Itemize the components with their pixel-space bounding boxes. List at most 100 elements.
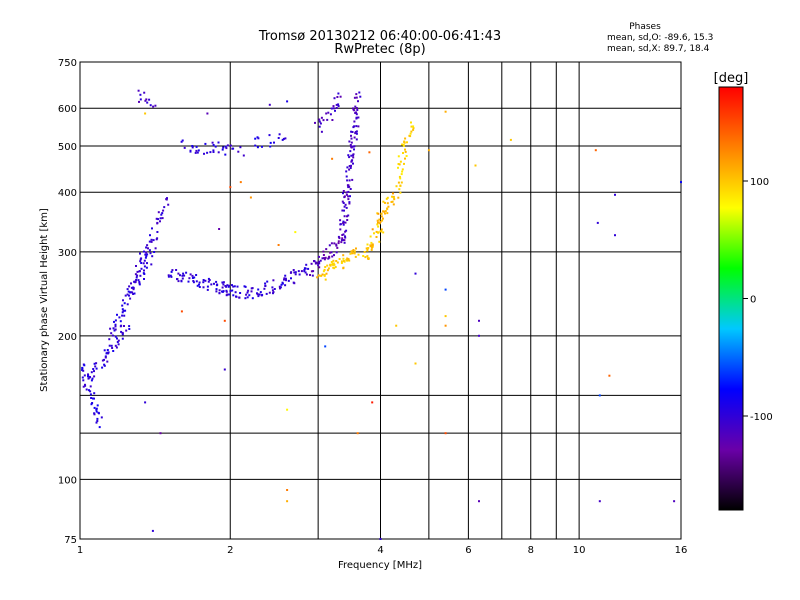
data-point <box>191 274 194 277</box>
data-point <box>357 125 360 128</box>
data-point <box>331 255 334 258</box>
data-point <box>215 280 218 283</box>
data-point <box>83 364 86 367</box>
data-point <box>121 304 124 307</box>
data-point <box>346 184 349 187</box>
data-point <box>343 241 346 244</box>
data-point <box>128 328 131 330</box>
data-point <box>310 262 313 265</box>
data-point <box>103 358 105 361</box>
data-point <box>382 210 385 213</box>
data-point <box>242 154 245 157</box>
data-point <box>120 330 123 333</box>
data-point <box>351 145 354 148</box>
data-point <box>344 230 347 233</box>
data-point <box>189 273 192 276</box>
data-point <box>152 239 155 242</box>
data-point <box>348 168 351 171</box>
data-point <box>273 288 276 290</box>
data-point <box>594 149 597 152</box>
data-point <box>224 145 227 148</box>
data-point <box>137 279 140 282</box>
data-point <box>355 130 358 133</box>
data-point <box>138 282 141 285</box>
data-point <box>144 112 147 115</box>
data-point <box>608 374 611 377</box>
data-point <box>402 152 404 154</box>
data-point <box>236 285 239 288</box>
data-point <box>380 230 383 233</box>
data-point <box>249 196 252 199</box>
data-point <box>323 273 326 276</box>
data-point <box>92 397 94 400</box>
data-point <box>167 275 170 278</box>
data-point <box>140 257 143 260</box>
data-point <box>91 402 94 404</box>
data-point <box>325 272 328 275</box>
data-point <box>194 151 197 154</box>
data-point <box>191 277 194 279</box>
data-point <box>116 337 118 340</box>
data-point <box>277 244 280 246</box>
data-point <box>272 279 275 282</box>
data-point <box>342 254 345 257</box>
data-point <box>337 105 340 108</box>
data-point <box>356 432 359 435</box>
data-point <box>87 375 89 378</box>
colorbar: [deg] 100 0 -100 <box>714 71 773 511</box>
data-point <box>329 113 332 116</box>
data-point <box>290 277 292 280</box>
data-point <box>305 273 308 276</box>
data-point <box>154 247 157 250</box>
data-point <box>345 206 348 209</box>
data-point <box>95 410 98 413</box>
data-point <box>85 388 88 391</box>
data-point <box>344 235 346 238</box>
data-point <box>181 139 184 142</box>
data-point <box>150 240 153 243</box>
data-point <box>352 162 354 165</box>
data-point <box>355 107 358 109</box>
data-point <box>350 130 353 133</box>
data-point <box>217 151 220 154</box>
data-point <box>341 237 344 240</box>
data-point <box>185 271 188 274</box>
data-point <box>82 369 85 372</box>
data-point <box>327 111 330 114</box>
data-point <box>95 408 98 411</box>
data-point <box>223 319 226 322</box>
data-point <box>392 192 394 195</box>
colorbar-gradient <box>718 86 744 511</box>
data-point <box>478 500 480 503</box>
data-point <box>398 188 401 191</box>
data-point <box>348 201 351 204</box>
data-point <box>222 281 225 284</box>
data-point <box>353 148 355 151</box>
data-point <box>412 128 415 131</box>
data-point <box>212 144 215 146</box>
data-point <box>271 289 274 292</box>
data-point <box>384 201 386 204</box>
data-point <box>207 280 210 283</box>
data-point <box>375 236 378 238</box>
data-point <box>349 188 352 190</box>
data-point <box>342 192 344 195</box>
data-point <box>144 99 147 102</box>
data-point <box>222 290 225 293</box>
data-point <box>380 228 383 231</box>
data-point <box>351 252 354 255</box>
data-point <box>250 290 253 293</box>
data-point <box>134 281 137 284</box>
data-point <box>342 202 345 204</box>
stats-title: Phases <box>629 22 661 32</box>
data-point <box>371 243 374 246</box>
data-point <box>350 154 353 157</box>
data-point <box>330 107 333 110</box>
data-point <box>104 355 107 358</box>
colorbar-ticks: 100 0 -100 <box>743 177 773 423</box>
data-point <box>246 296 249 299</box>
data-point <box>353 120 356 123</box>
data-point <box>347 258 350 261</box>
data-point <box>128 294 130 297</box>
data-point <box>350 134 352 137</box>
